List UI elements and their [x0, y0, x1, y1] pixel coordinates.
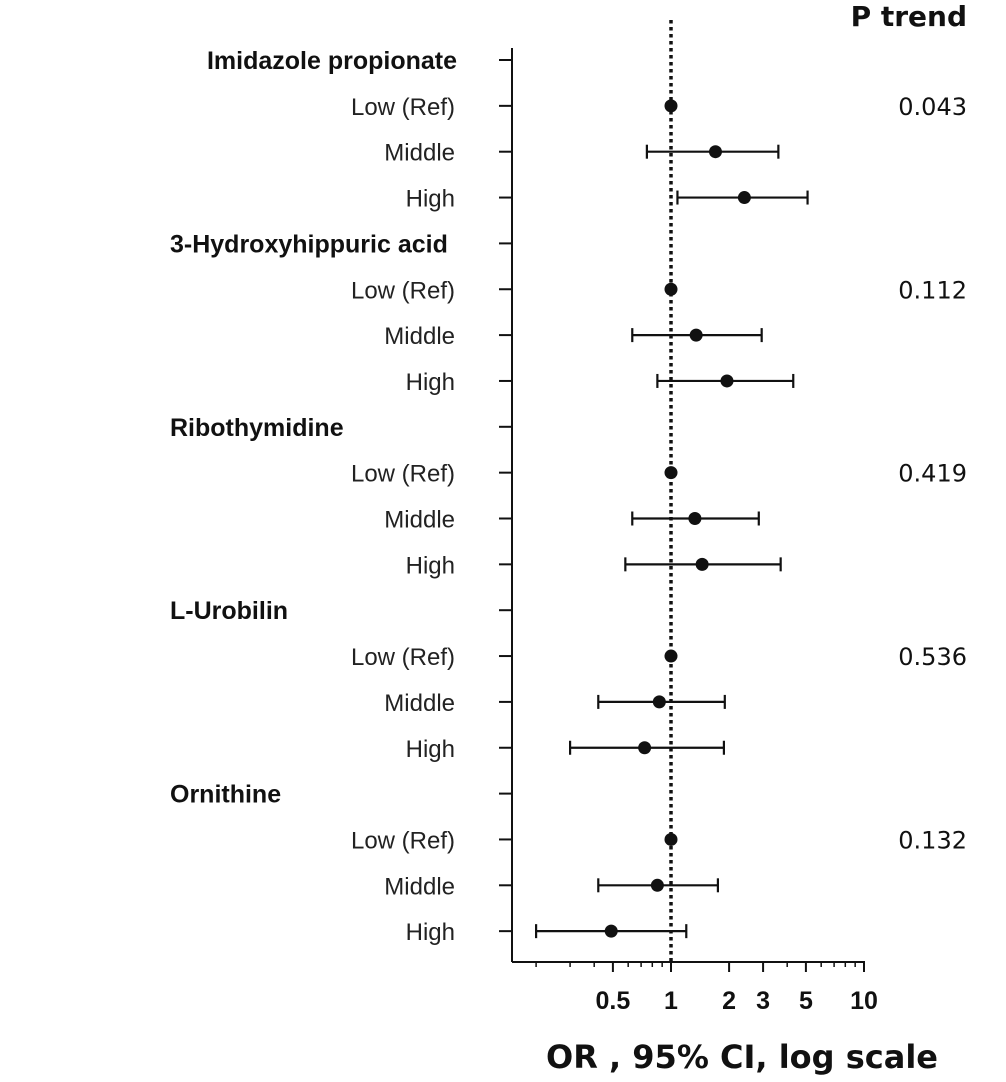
row-label: Low (Ref) — [351, 827, 455, 854]
p-trend-column: P trend 0.043 0.112 0.419 0.536 0.132 — [851, 0, 967, 854]
data-marks — [534, 20, 809, 962]
row-label: Middle — [384, 140, 455, 167]
x-tick-label: 3 — [756, 987, 770, 1015]
row-label: High — [406, 186, 455, 213]
p-trend-value: 0.043 — [898, 93, 967, 121]
p-trend-value: 0.419 — [898, 460, 967, 488]
row-label: Low (Ref) — [351, 94, 455, 121]
point-estimate — [708, 145, 722, 159]
row-label: Middle — [384, 323, 455, 350]
row-label: Low (Ref) — [351, 644, 455, 671]
x-tick-label: 5 — [799, 987, 813, 1015]
group-label: L-Urobilin — [170, 597, 288, 625]
point-estimate — [650, 878, 664, 892]
group-label: 3-Hydroxyhippuric acid — [170, 230, 448, 258]
row-label: Middle — [384, 507, 455, 534]
p-trend-title: P trend — [851, 0, 967, 33]
row-label: High — [406, 919, 455, 946]
x-axis-title: OR , 95% CI, log scale — [546, 1038, 938, 1076]
point-estimate — [652, 695, 666, 709]
group-label: Imidazole propionate — [207, 47, 457, 75]
x-tick-label: 1 — [664, 987, 678, 1015]
point-estimate — [604, 924, 618, 938]
point-estimate — [720, 374, 734, 388]
row-label: High — [406, 736, 455, 763]
point-estimate — [664, 466, 678, 480]
axes: 0.5 1 2 3 5 10 — [499, 48, 878, 1015]
x-tick-label: 10 — [850, 987, 878, 1015]
p-trend-value: 0.112 — [898, 276, 967, 304]
point-estimate — [689, 328, 703, 342]
p-trend-value: 0.536 — [898, 643, 967, 671]
point-estimate — [737, 191, 751, 205]
row-label: High — [406, 552, 455, 579]
row-label: Low (Ref) — [351, 277, 455, 304]
p-trend-value: 0.132 — [898, 826, 967, 854]
group-label: Ribothymidine — [170, 414, 344, 442]
point-estimate — [638, 741, 652, 755]
row-label: Low (Ref) — [351, 461, 455, 488]
x-tick-label: 0.5 — [596, 987, 631, 1015]
x-tick-label: 2 — [722, 987, 736, 1015]
row-label: High — [406, 369, 455, 396]
point-estimate — [695, 557, 709, 571]
row-label: Middle — [384, 690, 455, 717]
group-label: Ornithine — [170, 781, 281, 809]
point-estimate — [688, 512, 702, 525]
point-estimate — [664, 649, 678, 663]
row-labels: Imidazole propionate Low (Ref) Middle High 3… — [170, 47, 457, 946]
row-label: Middle — [384, 873, 455, 900]
